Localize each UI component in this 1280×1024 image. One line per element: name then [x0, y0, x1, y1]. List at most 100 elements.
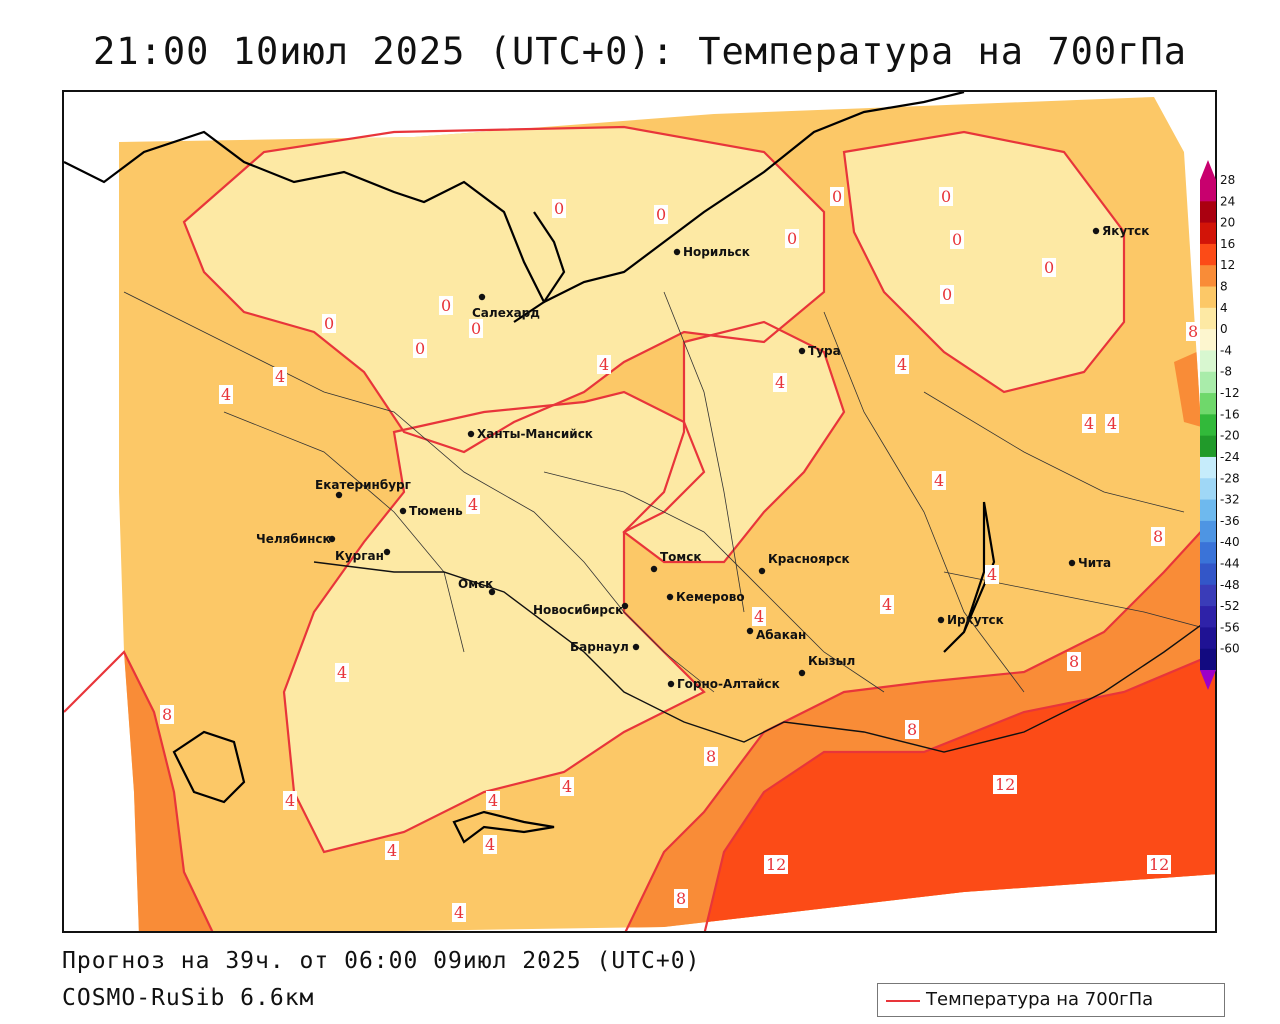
city-label: Кемерово — [676, 590, 745, 604]
contour-label: 0 — [441, 296, 451, 315]
city-label: Чита — [1078, 556, 1111, 570]
colorbar-tick-label: -40 — [1220, 535, 1240, 549]
contour-label-box — [880, 595, 894, 614]
contour-label: 4 — [987, 565, 997, 584]
city-marker — [673, 248, 681, 256]
colorbar-swatch — [1200, 371, 1216, 394]
contour-label: 4 — [285, 791, 295, 810]
contour-label: 4 — [1084, 414, 1094, 433]
contour-label-box — [283, 791, 297, 810]
colorbar-svg: 28 24 20 16 12 8 4 0 -4 -8 -12 -16 -20 -24 -28 -32 -36 -4… — [1200, 160, 1240, 690]
colorbar-swatch — [1200, 478, 1216, 501]
city-label: Барнаул — [570, 640, 629, 654]
colorbar-tick-label: -60 — [1220, 642, 1240, 656]
contour-0 — [182, 125, 826, 454]
contour-label: 8 — [907, 720, 917, 739]
colorbar-swatch — [1200, 648, 1216, 671]
cities: Якутск Норильск Салехард Тура Ханты-Мансийск… — [256, 224, 1149, 691]
colorbar-swatch — [1200, 456, 1216, 479]
contour-label: 4 — [275, 367, 285, 386]
contour-label: 0 — [554, 199, 564, 218]
city-marker — [488, 588, 496, 596]
contour-label: 0 — [941, 187, 951, 206]
zone-0-4-east — [844, 132, 1124, 392]
city-marker — [1092, 227, 1100, 235]
contour-label-box — [1151, 527, 1165, 546]
city-marker — [798, 669, 806, 677]
city-label: Курган — [335, 549, 384, 563]
colorbar-tick-label: 12 — [1220, 258, 1235, 272]
temperature-fill — [119, 97, 1215, 931]
contour-label-box — [674, 889, 688, 908]
city-marker — [667, 680, 675, 688]
contour-label-box — [932, 471, 946, 490]
colorbar-swatch — [1200, 265, 1216, 288]
contour-label-box — [322, 314, 336, 333]
contour-label-box — [486, 791, 500, 810]
contour-label-box — [950, 230, 964, 249]
city-label: Тура — [808, 344, 841, 358]
contour-label: 4 — [485, 835, 495, 854]
contour-label-box — [335, 663, 349, 682]
contour-label-box — [439, 296, 453, 315]
contour-label: 0 — [952, 230, 962, 249]
contour-label-box — [483, 835, 497, 854]
region-borders — [123, 291, 1215, 693]
contour-label: 4 — [1107, 414, 1117, 433]
colorbar-swatch — [1200, 542, 1216, 564]
contour-label-box — [773, 373, 787, 392]
colorbar-tick-label: -4 — [1220, 343, 1232, 357]
contour-label-box — [413, 339, 427, 358]
coastline — [64, 92, 996, 844]
line-legend-label: Температура на 700гПа — [926, 989, 1154, 1010]
colorbar-tick-label: -44 — [1220, 556, 1240, 570]
contour-label-box — [940, 285, 954, 304]
contour-label: 4 — [454, 903, 464, 922]
colorbar-swatch — [1200, 286, 1216, 309]
zone-0-4-center — [624, 322, 844, 562]
contour-label: 8 — [1153, 527, 1163, 546]
contour-label: 0 — [324, 314, 334, 333]
city-marker — [383, 548, 391, 556]
zone-0-4-south — [284, 392, 704, 852]
zone-8-12-west — [119, 652, 214, 931]
contour-label-box — [752, 607, 766, 626]
contour-label-box — [905, 720, 919, 739]
colorbar-tick-label: -28 — [1220, 471, 1240, 485]
city-label: Ханты-Мансийск — [477, 427, 593, 441]
contour-label-box — [895, 355, 909, 374]
contour-label: 4 — [599, 355, 609, 374]
contour-label-box — [993, 775, 1017, 794]
contour-label: 0 — [471, 319, 481, 338]
colorbar-tick-label: 24 — [1220, 194, 1235, 208]
city-marker — [621, 602, 629, 610]
contour-label: 4 — [775, 373, 785, 392]
contour-label: 0 — [787, 229, 797, 248]
contour-label-box — [219, 385, 233, 404]
zone-12-16 — [704, 652, 1215, 931]
contour-label-box — [830, 187, 844, 206]
contour-label-box — [654, 205, 668, 224]
colorbar-tick-label: -20 — [1220, 429, 1240, 443]
contour-label: 12 — [1149, 855, 1169, 874]
contour-label: 4 — [934, 471, 944, 490]
city-label: Иркутск — [947, 613, 1004, 627]
contour-label-box — [466, 495, 480, 514]
contour-8 — [624, 514, 1215, 931]
colorbar-tick-label: -48 — [1220, 578, 1240, 592]
city-label: Якутск — [1102, 224, 1149, 238]
colorbar-swatch — [1200, 584, 1216, 607]
colorbar-tick-label: 20 — [1220, 216, 1235, 230]
contour-label-box — [469, 319, 483, 338]
contour-label: 4 — [468, 495, 478, 514]
colorbar-tick-label: -16 — [1220, 407, 1240, 421]
city-label: Екатеринбург — [315, 478, 411, 492]
contour-label-box — [764, 855, 788, 874]
colorbar-tick-label: -12 — [1220, 386, 1240, 400]
contour-label: 4 — [488, 791, 498, 810]
contour-label: 4 — [882, 595, 892, 614]
contour-label: 4 — [337, 663, 347, 682]
city-marker — [467, 430, 475, 438]
colorbar-swatch — [1200, 520, 1216, 543]
